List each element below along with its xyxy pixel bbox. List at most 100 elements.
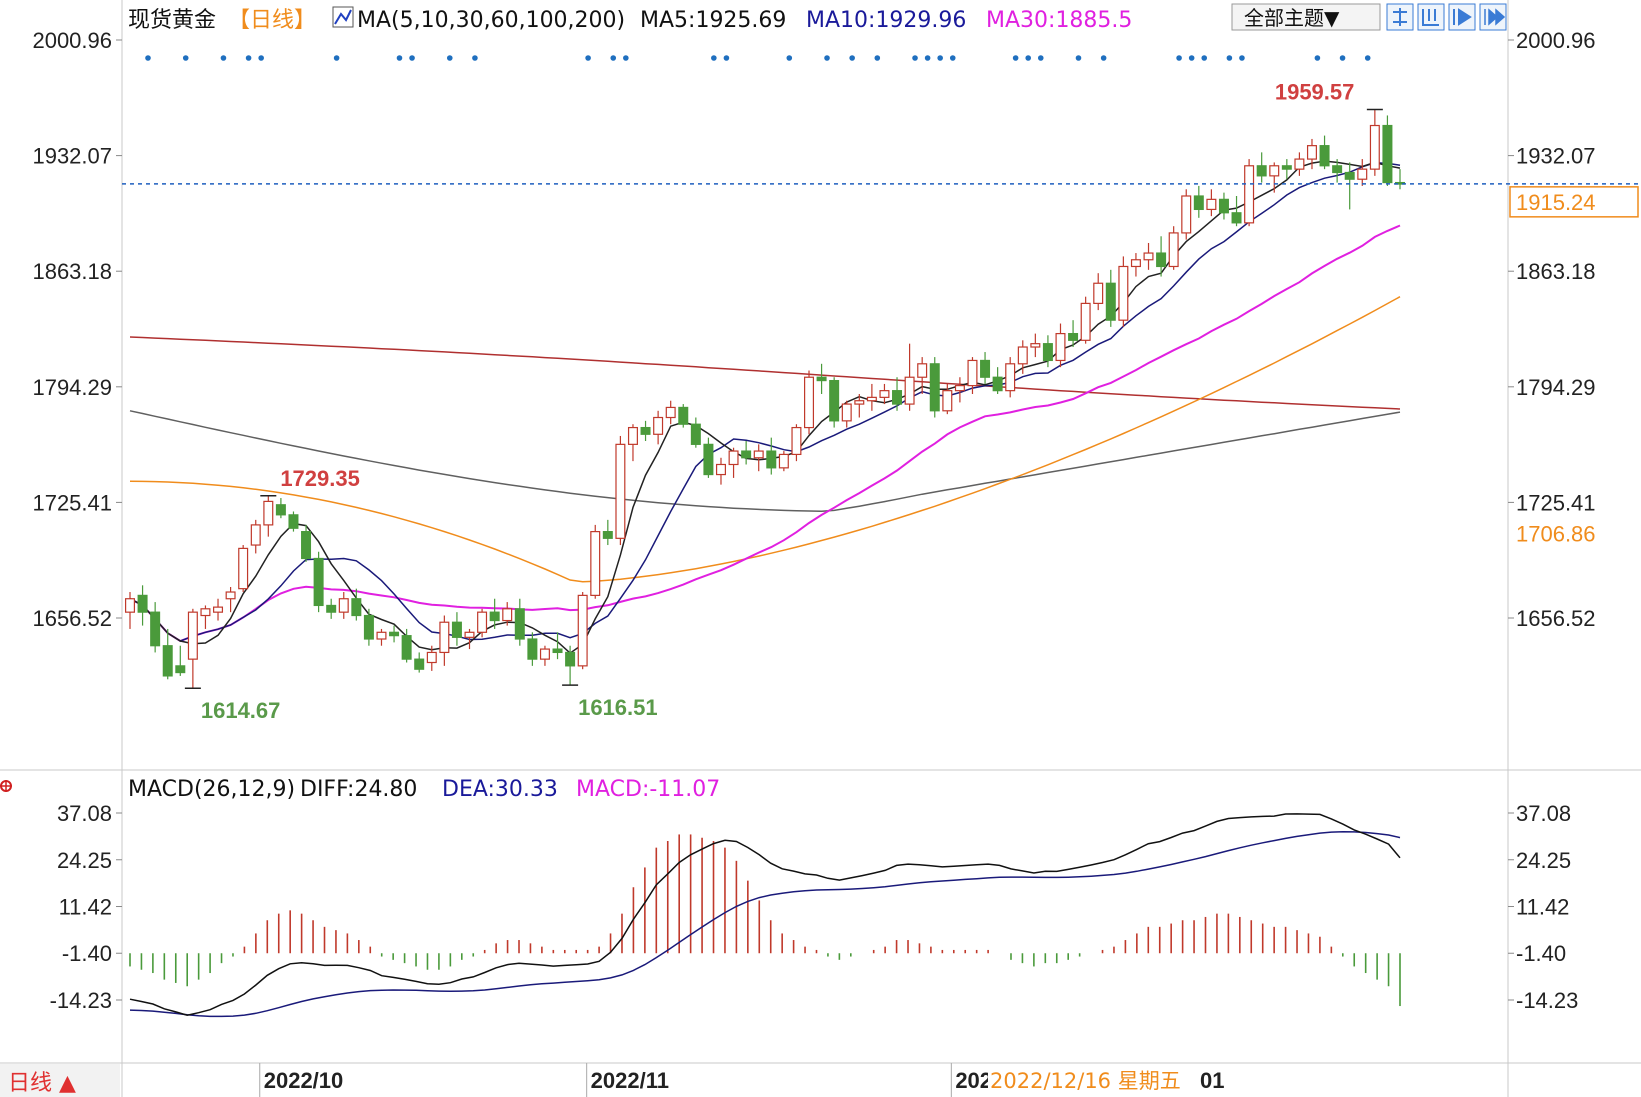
candle [992,367,1003,395]
candle-body-down [1105,282,1116,321]
candle [225,586,236,613]
candle-body-down [162,645,173,677]
candle-body-down [275,504,286,516]
candle [1382,115,1393,186]
candle-body-down [816,376,827,382]
candle-body-up [1093,282,1104,304]
period-selector-label: 日线 ▲ [8,1071,76,1096]
price-tick-left: 1656.52 [32,606,112,631]
candle [137,585,148,626]
candle-body-up [238,547,249,590]
candlesticks [124,109,1406,689]
candle [1269,162,1280,193]
month-label: 2022/10 [264,1068,344,1093]
price-tick-left: 1794.29 [32,375,112,400]
candle-body-up [1357,168,1368,180]
candle-body-down [150,611,161,647]
event-dot [409,55,415,61]
candle-body-up [502,608,513,622]
price-tick-right: 1725.41 [1516,490,1596,515]
candle-body-down [640,426,651,435]
candle [804,370,815,435]
event-markers [145,55,1371,61]
candle [954,377,965,403]
macd-params: MACD(26,12,9) [128,777,295,802]
candle-body-up [590,531,601,596]
candle [1369,109,1380,176]
candle [1332,159,1343,183]
price-tick-right: 1656.52 [1516,606,1596,631]
high-left-label: 1729.35 [280,466,360,491]
theme-dropdown[interactable]: 全部主题▼ [1231,3,1381,31]
candle-body-up [1030,343,1041,348]
theme-dropdown-label: 全部主题▼ [1244,6,1340,30]
candle [715,457,726,485]
candle-body-up [464,631,475,638]
candle [552,632,563,660]
candle [791,424,802,462]
candle-body-down [766,450,777,469]
candle-body-down [552,648,563,654]
candle [929,357,940,418]
candle-body-up [1130,259,1141,268]
low-mid-label: 1616.51 [578,695,658,720]
event-dot [1226,55,1233,61]
candle-body-up [1244,165,1255,224]
candle-body-up [879,390,890,398]
ma30-line [129,224,1401,643]
event-dot [711,55,717,61]
fast-forward-icon[interactable] [1479,3,1507,31]
month-label: 2022/11 [591,1068,669,1093]
candle [1005,357,1016,398]
event-dot [245,55,252,61]
event-dot [723,55,730,61]
event-dot [585,55,591,61]
candle [313,551,324,613]
candle [477,608,488,638]
candle [1319,135,1330,170]
event-dot [786,55,793,61]
candle-body-up [439,621,450,654]
macd-tick-left: 11.42 [59,895,112,920]
ma10-line [129,162,1401,642]
candle-body-up [627,426,638,445]
ma10-value: MA10:1929.96 [806,8,966,33]
candle-body-up [715,463,726,476]
candle-body-down [313,557,324,607]
candle [678,404,689,428]
event-dot [849,55,855,61]
candle [565,645,576,686]
candle [250,519,261,554]
candle-body-down [1193,195,1204,211]
candle [514,598,525,646]
candle [1206,189,1217,217]
instrument-name: 现货黄金 [128,8,216,33]
candle [539,645,550,666]
candle-body-up [1369,124,1380,170]
candle-body-up [841,403,852,422]
candle [1130,253,1141,277]
event-dot [912,55,918,61]
candle [451,612,462,646]
crosshair-icon[interactable] [0,780,12,792]
candle [841,400,852,428]
candle [288,511,299,532]
candle [1030,333,1041,358]
event-dot [1025,55,1031,61]
candle [602,519,613,546]
ma100-line [129,410,1401,513]
panel-layout-icon[interactable] [1417,3,1445,31]
candle [627,424,638,462]
candle-body-down [1042,343,1053,362]
candle [1344,162,1355,210]
candle [615,435,626,546]
candle-body-down [1068,332,1079,341]
candle [1105,269,1116,327]
grid-layout-icon[interactable] [1386,3,1414,31]
event-dot [874,55,881,61]
candle-body-up [791,426,802,456]
event-dot [182,55,189,61]
play-forward-icon[interactable] [1448,3,1476,31]
period-selector[interactable] [0,1064,120,1097]
